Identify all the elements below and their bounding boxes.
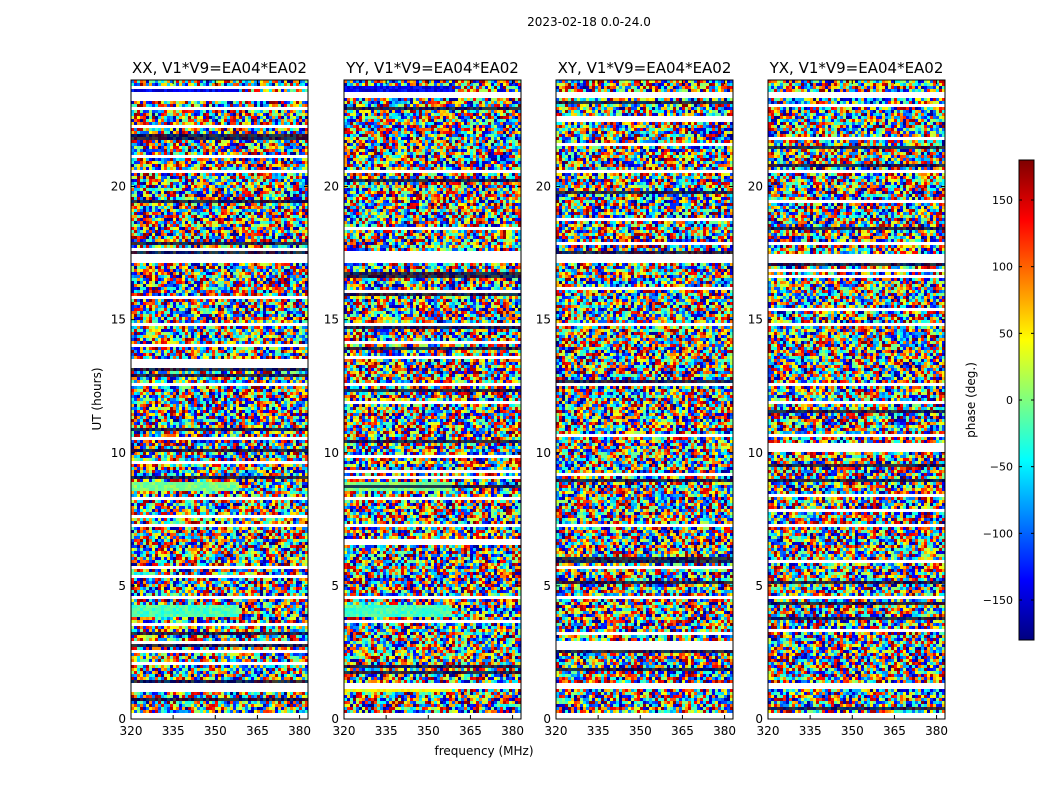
panel-title: XY, V1*V9=EA04*EA02 xyxy=(558,59,732,77)
y-tick-label: 20 xyxy=(748,180,763,194)
y-tick-label: 5 xyxy=(331,579,339,593)
colorbar-tick-label: 0 xyxy=(1006,394,1013,407)
y-tick-label: 15 xyxy=(536,313,551,327)
colorbar: 150 100 50 0 −50 −100 −150 xyxy=(983,159,1035,641)
x-tick-label: 380 xyxy=(288,724,311,738)
y-tick-label: 20 xyxy=(536,180,551,194)
plot-frame xyxy=(343,79,522,720)
x-tick-label: 365 xyxy=(459,724,482,738)
x-tick-label: 380 xyxy=(713,724,736,738)
x-tick-label: 350 xyxy=(629,724,652,738)
x-tick-label: 335 xyxy=(587,724,610,738)
plot-frame xyxy=(767,79,946,720)
x-axis-label: frequency (MHz) xyxy=(434,744,533,758)
colorbar-tick-label: 50 xyxy=(999,327,1013,340)
x-tick-label: 335 xyxy=(162,724,185,738)
y-axis-label: UT (hours) xyxy=(90,367,104,430)
colorbar-tick-label: 150 xyxy=(992,194,1013,207)
x-tick-label: 335 xyxy=(375,724,398,738)
x-tick-label: 350 xyxy=(204,724,227,738)
colorbar-label: phase (deg.) xyxy=(964,362,978,438)
plot-frame xyxy=(555,79,734,720)
x-tick-label: 320 xyxy=(333,724,356,738)
y-tick-label: 10 xyxy=(111,446,126,460)
y-tick-label: 5 xyxy=(118,579,126,593)
x-tick-label: 380 xyxy=(501,724,524,738)
y-tick-label: 10 xyxy=(324,446,339,460)
x-tick-label: 365 xyxy=(246,724,269,738)
panel-xx: XX, V1*V9=EA04*EA02 320 335 350 365 380 0 5 10 15… xyxy=(111,59,311,738)
y-tick-label: 0 xyxy=(543,712,551,726)
y-tick-label: 15 xyxy=(324,313,339,327)
phase-raster xyxy=(556,80,733,719)
y-tick-label: 10 xyxy=(536,446,551,460)
y-tick-label: 20 xyxy=(324,180,339,194)
y-tick-label: 15 xyxy=(748,313,763,327)
panel-yy: YY, V1*V9=EA04*EA02 320 335 350 365 380 0 5 10 15… xyxy=(324,59,524,738)
y-tick-label: 15 xyxy=(111,313,126,327)
phase-raster xyxy=(131,80,308,719)
panel-xy: XY, V1*V9=EA04*EA02 320 335 350 365 380 0 5 10 15… xyxy=(536,59,736,738)
figure-title: 2023-02-18 0.0-24.0 xyxy=(527,15,651,29)
y-tick-label: 0 xyxy=(118,712,126,726)
x-tick-label: 380 xyxy=(925,724,948,738)
phase-raster xyxy=(768,80,945,719)
x-tick-label: 335 xyxy=(799,724,822,738)
x-tick-label: 350 xyxy=(841,724,864,738)
y-tick-label: 20 xyxy=(111,180,126,194)
phase-raster xyxy=(344,80,521,719)
panel-title: XX, V1*V9=EA04*EA02 xyxy=(132,59,307,77)
x-tick-label: 365 xyxy=(883,724,906,738)
colorbar-tick-label: −100 xyxy=(983,527,1013,540)
panels: XX, V1*V9=EA04*EA02 320 335 350 365 380 0 5 10 15… xyxy=(111,59,948,738)
y-tick-label: 0 xyxy=(755,712,763,726)
panel-yx: YX, V1*V9=EA04*EA02 320 335 350 365 380 0 5 10 15… xyxy=(748,59,948,738)
colorbar-tick-label: −150 xyxy=(983,594,1013,607)
x-tick-label: 350 xyxy=(417,724,440,738)
x-tick-label: 320 xyxy=(545,724,568,738)
panel-title: YX, V1*V9=EA04*EA02 xyxy=(769,59,944,77)
x-tick-label: 320 xyxy=(120,724,143,738)
x-tick-label: 320 xyxy=(757,724,780,738)
colorbar-tick-label: 100 xyxy=(992,261,1013,274)
y-tick-label: 5 xyxy=(755,579,763,593)
y-tick-label: 10 xyxy=(748,446,763,460)
plot-frame xyxy=(130,79,309,720)
colorbar-tick-label: −50 xyxy=(990,461,1013,474)
panel-title: YY, V1*V9=EA04*EA02 xyxy=(345,59,519,77)
y-tick-label: 0 xyxy=(331,712,339,726)
x-tick-label: 365 xyxy=(671,724,694,738)
y-tick-label: 5 xyxy=(543,579,551,593)
